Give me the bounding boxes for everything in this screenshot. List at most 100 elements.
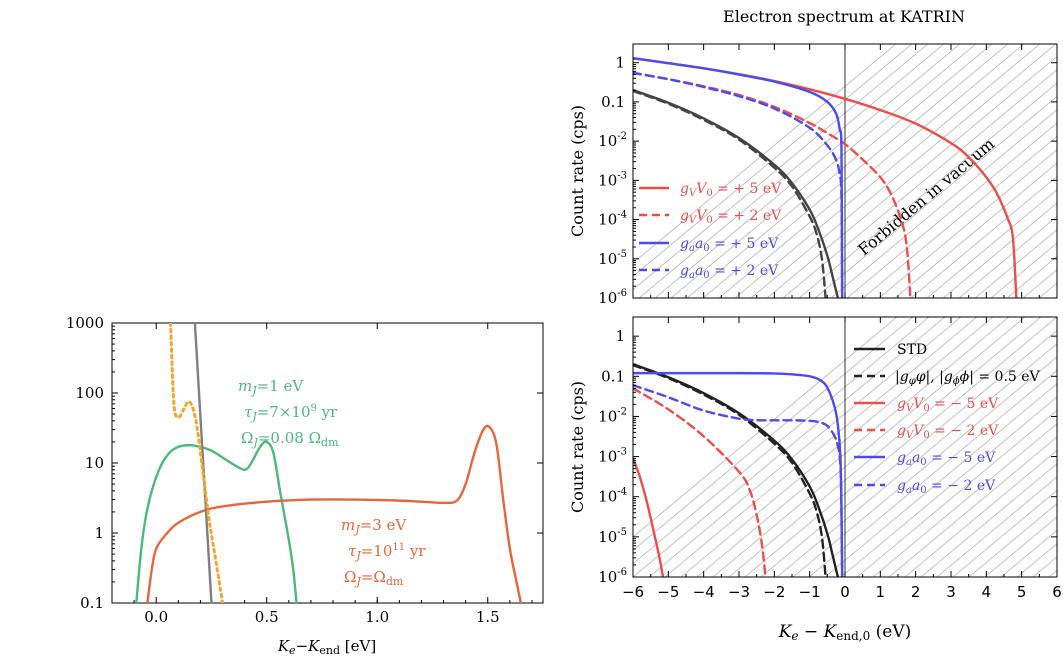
hatch-line — [750, 44, 1057, 298]
bot-series-0-black-solid — [633, 363, 840, 577]
orange-annotation: mJ=3 eV τJ=1011 yr ΩJ=Ωdm — [341, 516, 426, 588]
bot-xtick-label: −2 — [763, 583, 785, 601]
hatch-line — [633, 317, 898, 538]
bot-ytick-label: 10-3 — [598, 447, 627, 466]
green-annotation: mJ=1 eV τJ=7×109 yr ΩJ=0.08 Ωdm — [238, 377, 339, 449]
bot-xtick-label: −3 — [728, 583, 750, 601]
top-series-5-dark_gray-dashed — [633, 89, 827, 298]
hatch-line — [633, 317, 914, 551]
bot-xtick-label: −6 — [622, 583, 644, 601]
legend-label-std: STD — [897, 342, 927, 358]
left-ytick-label: 1 — [94, 524, 104, 542]
bot-xtick-label: −5 — [657, 583, 679, 601]
top-series-1-red-dashed — [633, 71, 912, 298]
hatch-line — [798, 82, 1057, 298]
bot-ytick-label: 10-4 — [598, 487, 627, 506]
left-series-0-green-solid — [135, 440, 298, 603]
bottom-ticks: −6 −5 −4 −3 −2 −1 0 1 2 3 4 5 6 10-6 10-5 10-4 10-3 10-2 0… — [598, 317, 1062, 601]
legend-item-std: STD — [854, 342, 927, 358]
hatch-line — [782, 69, 1057, 298]
hatch-line — [734, 44, 1041, 298]
hatch-line — [904, 449, 1057, 577]
legend-item-gv-plus5: gVV0 = + 5 eV — [639, 181, 782, 199]
green-annotation-line-1: mJ=1 eV — [238, 377, 304, 397]
hatch-line — [926, 189, 1057, 298]
bottom-right-chart: −6 −5 −4 −3 −2 −1 0 1 2 3 4 5 6 10-6 10-5 10-4 10-3 10-2 0… — [568, 316, 1062, 643]
hatch-line — [633, 44, 929, 291]
hatch-line — [968, 503, 1057, 577]
top-ytick-label: 10-5 — [598, 249, 627, 268]
bottom-ylabel: Count rate (cps) — [568, 381, 587, 513]
left-plot-frame — [111, 322, 544, 604]
hatch-line — [974, 229, 1057, 298]
hatch-line — [942, 202, 1057, 298]
bot-series-4-blue-solid — [633, 371, 844, 577]
hatch-line — [814, 95, 1057, 298]
bottom-forbidden-hatch — [633, 317, 1057, 577]
left-xtick-label: 1.0 — [365, 608, 389, 626]
hatch-line — [824, 383, 1057, 577]
left-ytick-label: 100 — [75, 384, 104, 402]
legend-item-ga-plus2: gaa0 = + 2 eV — [639, 263, 779, 281]
hatch-line — [808, 369, 1057, 577]
hatch-line — [878, 149, 1057, 298]
bot-ytick-label: 10-2 — [598, 406, 627, 425]
top-ytick-label: 10-4 — [598, 210, 627, 229]
bot-ytick-label: 10-6 — [598, 567, 627, 586]
hatch-line — [760, 329, 1057, 577]
top-ytick-label: 10-3 — [598, 170, 627, 189]
hatch-line — [633, 44, 897, 264]
orange-annotation-line-2: τJ=1011 yr — [348, 542, 426, 562]
hatch-line — [910, 175, 1057, 298]
hatch-line — [872, 423, 1057, 577]
left-series-3-yellow-dotted — [169, 323, 225, 603]
top-right-title: Electron spectrum at KATRIN — [723, 7, 965, 26]
bot-xtick-label: −4 — [693, 583, 715, 601]
green-annotation-line-2: τJ=7×109 yr — [244, 403, 338, 423]
legend-label-gv-plus2: gVV0 = + 2 eV — [680, 208, 782, 226]
top-ytick-label: 10-2 — [598, 131, 627, 150]
bot-series-5-blue-dashed — [633, 384, 844, 577]
hatch-line — [862, 135, 1057, 298]
left-series-2-gray-solid — [193, 323, 213, 603]
hatch-line — [702, 44, 1009, 298]
hatch-line — [1000, 529, 1057, 577]
bottom-series-group — [633, 363, 844, 577]
legend-label-ga-plus2: gaa0 = + 2 eV — [680, 263, 779, 281]
hatch-line — [664, 317, 978, 577]
hatch-line — [718, 44, 1025, 298]
hatch-line — [744, 317, 1057, 577]
hatch-line — [920, 463, 1057, 577]
legend-item-ga-plus5: gaa0 = + 5 eV — [639, 236, 779, 254]
hatch-line — [1048, 569, 1057, 577]
left-ticks: 0.0 0.5 1.0 1.5 0.1 1 10 100 1000 — [66, 314, 543, 626]
hatch-line — [670, 44, 977, 298]
bottom-xlabel: Ke − Kend,0 (eV) — [778, 622, 912, 643]
top-series-4-dark_gray-solid — [633, 88, 840, 298]
top-ylabel: Count rate (cps) — [568, 105, 587, 237]
hatch-line — [712, 317, 1026, 577]
left-series-1-orange-solid — [146, 424, 523, 603]
legend-label-ga-minus2: gaa0 = − 2 eV — [897, 478, 996, 496]
hatch-line — [888, 436, 1057, 577]
bot-series-1-black-dashed — [633, 363, 827, 577]
top-ytick-label: 1 — [615, 54, 625, 72]
legend-item-ga-minus5: gaa0 = − 5 eV — [854, 450, 996, 468]
green-annotation-line-3: ΩJ=0.08 Ωdm — [241, 429, 339, 449]
hatch-line — [766, 55, 1057, 298]
top-ticks: 10-6 10-5 10-4 10-3 10-2 0.1 1 — [598, 44, 1058, 307]
left-ytick-label: 1000 — [66, 314, 104, 332]
bot-xtick-label: 4 — [982, 583, 992, 601]
bot-xtick-label: −1 — [799, 583, 821, 601]
legend-item-gv-minus2: gVV0 = − 2 eV — [854, 423, 999, 441]
hatch-line — [633, 317, 930, 565]
top-series-3-blue-dashed — [633, 71, 844, 298]
legend-item-gv-minus5: gVV0 = − 5 eV — [854, 396, 999, 414]
legend-label-ga-minus5: gaa0 = − 5 eV — [897, 450, 996, 468]
top-series-group — [633, 57, 1018, 298]
bot-xtick-label: 2 — [911, 583, 921, 601]
hatch-line — [728, 317, 1042, 577]
